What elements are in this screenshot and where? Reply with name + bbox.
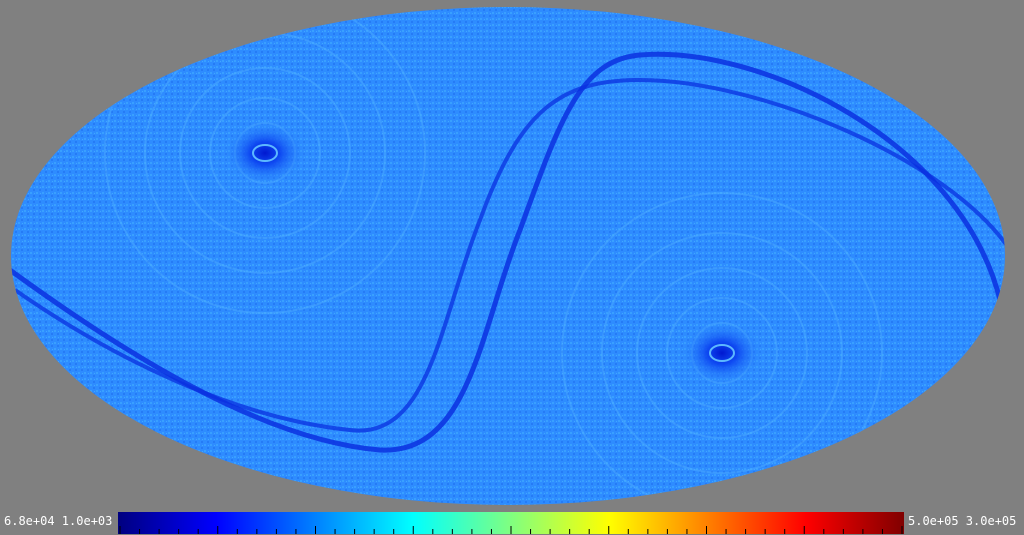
lower-right-vortex (680, 321, 764, 385)
lower-right-vortex-core (709, 344, 735, 362)
s-band-inner (13, 77, 1005, 433)
upper-left-vortex (223, 121, 307, 185)
vortex-ripples (104, 7, 883, 505)
colorbar (118, 512, 904, 534)
s-band-outer (11, 51, 1003, 453)
colorbar-right-labels: 5.0e+05 3.0e+05 (908, 514, 1017, 528)
sky-map (11, 7, 1005, 505)
upper-left-vortex-core (252, 144, 278, 162)
colorbar-left-labels: 6.8e+04 1.0e+03 (4, 514, 113, 528)
